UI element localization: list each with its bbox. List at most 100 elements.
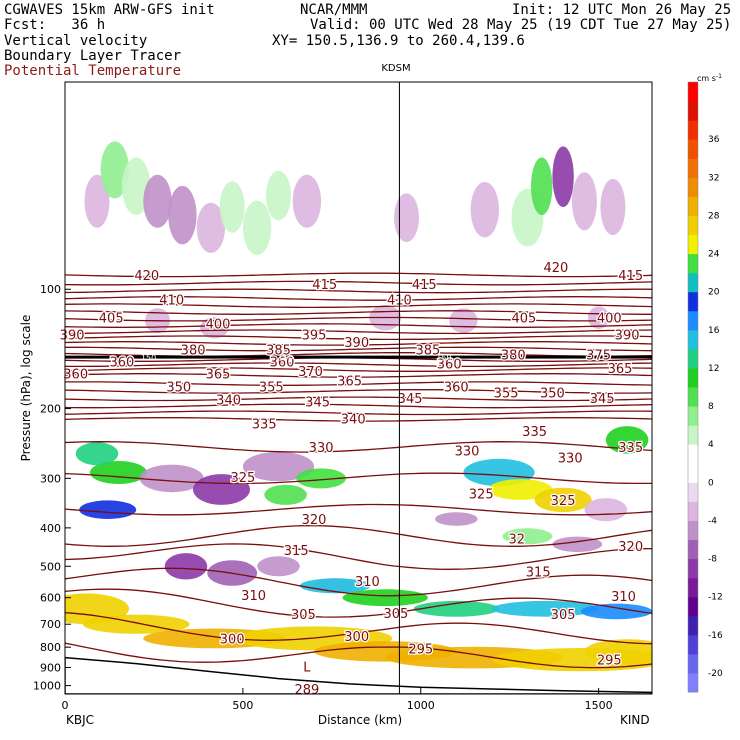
theta-contour xyxy=(65,642,652,669)
theta-label: 300 xyxy=(344,630,369,645)
velocity-blob xyxy=(342,589,428,607)
colorbar-swatch xyxy=(688,558,698,579)
colorbar-swatch xyxy=(688,406,698,426)
theta-contour xyxy=(65,403,652,409)
velocity-blob xyxy=(584,639,652,664)
theta-contour xyxy=(65,329,652,335)
colorbar-swatch xyxy=(688,177,698,197)
velocity-blob xyxy=(534,487,592,513)
velocity-blob xyxy=(164,553,208,580)
velocity-blob xyxy=(363,187,393,238)
velocity-blob xyxy=(139,464,204,493)
theta-label: 405 xyxy=(511,312,536,327)
velocity-blob xyxy=(193,474,250,505)
colorbar-label: 0 xyxy=(708,478,714,488)
theta-label: 295 xyxy=(597,654,622,669)
colorbar-label: 8 xyxy=(708,402,714,412)
right-station-label: KIND xyxy=(620,713,650,727)
theta-contour xyxy=(65,367,652,372)
y-tick-label: 500 xyxy=(40,560,61,573)
theta-label: 360 xyxy=(270,355,295,370)
velocity-blob xyxy=(584,498,628,522)
velocity-blob xyxy=(292,174,322,228)
velocity-blob xyxy=(571,172,597,231)
header-line3-left: Vertical velocity xyxy=(4,33,148,49)
velocity-blob xyxy=(242,451,315,482)
velocity-blob xyxy=(449,308,478,333)
velocity-blob xyxy=(264,484,307,505)
colorbar-swatch xyxy=(688,196,698,216)
colorbar-swatch xyxy=(688,539,698,560)
theta-label: 400 xyxy=(597,312,622,327)
theta-contour xyxy=(65,280,652,286)
potential-temperature-contours xyxy=(65,272,652,669)
colorbar-swatch xyxy=(688,615,698,636)
theta-label: 400 xyxy=(206,318,231,333)
y-tick-label: 100 xyxy=(40,283,61,296)
annotation-label: L xyxy=(303,661,311,676)
theta-contour xyxy=(65,362,652,368)
theta-label: 420 xyxy=(543,261,568,276)
velocity-blob xyxy=(122,157,151,216)
velocity-blob xyxy=(219,181,245,233)
colorbar-swatch xyxy=(688,310,698,331)
velocity-blob xyxy=(257,556,300,577)
header-line2-left: Fcst: 36 h xyxy=(4,17,106,33)
y-tick-label: 900 xyxy=(40,661,61,674)
y-tick-label: 200 xyxy=(40,403,61,416)
velocity-blob xyxy=(531,157,553,216)
header-line1-mid: NCAR/MMM xyxy=(300,2,368,18)
theta-label: 410 xyxy=(159,293,184,308)
colorbar-label: 28 xyxy=(708,211,720,221)
y-tick-label: 300 xyxy=(40,472,61,485)
theta-contour xyxy=(65,503,652,516)
theta-label: 335 xyxy=(522,425,547,440)
colorbar-units: cm s-1 xyxy=(697,73,722,83)
theta-contour xyxy=(65,323,652,328)
x-tick-label: 1000 xyxy=(407,699,435,712)
theta-contour xyxy=(65,410,652,416)
theta-label: 335 xyxy=(252,417,277,432)
colorbar-swatch xyxy=(688,215,698,235)
velocity-blob xyxy=(470,182,499,238)
theta-label: 420 xyxy=(134,269,159,284)
colorbar-swatch xyxy=(688,329,698,350)
velocity-blob xyxy=(200,317,229,339)
left-station-label: KBJC xyxy=(66,713,94,727)
theta-label: 415 xyxy=(312,278,337,293)
colorbar-swatch xyxy=(688,82,698,102)
velocity-blob xyxy=(79,500,137,519)
station-marker-label: KDSM xyxy=(381,63,410,74)
y-axis-label: Pressure (hPa), log scale xyxy=(19,315,33,462)
velocity-blob xyxy=(587,306,610,330)
colorbar-swatch xyxy=(688,253,698,274)
theta-label: 380 xyxy=(181,344,206,359)
theta-label: 325 xyxy=(469,488,494,503)
y-tick-label: 600 xyxy=(40,592,61,605)
colorbar-label: 12 xyxy=(708,364,719,374)
theta-label: 340 xyxy=(341,413,366,428)
theta-label: 335 xyxy=(618,441,643,456)
annotation-label: 150 xyxy=(278,354,293,363)
velocity-blob xyxy=(491,600,599,617)
theta-label: 300 xyxy=(220,632,245,647)
velocity-blob xyxy=(324,168,347,223)
theta-contour xyxy=(65,346,652,352)
theta-contour xyxy=(65,588,652,618)
colorbar-swatch xyxy=(688,367,698,388)
theta-contour xyxy=(65,543,652,570)
colorbar-swatch xyxy=(688,101,698,121)
velocity-blob xyxy=(266,170,291,221)
theta-contour xyxy=(65,388,652,394)
velocity-blob xyxy=(82,614,190,634)
y-tick-label: 1000 xyxy=(33,680,61,693)
colorbar-label: -20 xyxy=(708,669,723,679)
velocity-blob xyxy=(424,207,453,249)
colorbar-label: -16 xyxy=(708,631,723,641)
theta-label: 415 xyxy=(618,269,643,284)
theta-contour xyxy=(65,567,652,597)
colorbar-label: -4 xyxy=(708,516,717,526)
velocity-blob xyxy=(435,512,478,526)
x-tick-label: 500 xyxy=(232,699,253,712)
theta-label: 365 xyxy=(206,367,231,382)
